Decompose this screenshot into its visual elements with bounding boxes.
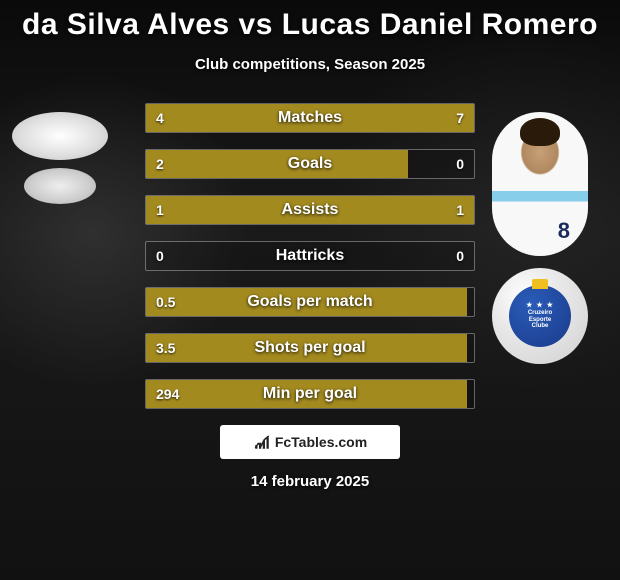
stat-bar-left [146, 150, 408, 178]
stat-value-left: 294 [156, 380, 179, 408]
player-left-avatar [12, 112, 108, 160]
stat-value-left: 3.5 [156, 334, 175, 362]
stat-value-left: 4 [156, 104, 164, 132]
player-left-column [12, 112, 108, 204]
subtitle: Club competitions, Season 2025 [0, 56, 620, 73]
stat-row: 20Goals [145, 149, 475, 179]
content-root: da Silva Alves vs Lucas Daniel Romero Cl… [0, 0, 620, 580]
stat-value-right: 0 [456, 242, 464, 270]
stat-value-right: 1 [456, 196, 464, 224]
club-badge-inner: ★ ★ ★ Cruzeiro Esporte Clube [509, 285, 571, 347]
brand-badge[interactable]: FcTables.com [220, 425, 400, 459]
stat-row: 11Assists [145, 195, 475, 225]
chart-icon [253, 433, 271, 451]
stat-row: 0 0Hattricks [145, 241, 475, 271]
player-right-avatar: 8 [492, 112, 588, 256]
club-text-3: Clube [532, 323, 549, 330]
stat-bar-right [264, 104, 474, 132]
stat-value-right: 0 [456, 150, 464, 178]
stat-row: 0.5Goals per match [145, 287, 475, 317]
brand-text: FcTables.com [275, 434, 367, 450]
stat-label: Hattricks [146, 242, 474, 270]
stat-bar-left [146, 380, 467, 408]
stat-value-left: 0 [156, 242, 164, 270]
stat-bar-right [310, 196, 474, 224]
player-right-jersey-number: 8 [558, 218, 570, 244]
page-title: da Silva Alves vs Lucas Daniel Romero [0, 8, 620, 42]
date-text: 14 february 2025 [0, 473, 620, 490]
stat-bar-left [146, 288, 467, 316]
player-left-club [24, 168, 96, 204]
player-right-column: 8 ★ ★ ★ Cruzeiro Esporte Clube [492, 112, 588, 364]
stat-row: 47Matches [145, 103, 475, 133]
stats-container: 47Matches20Goals11Assists00Hattricks0.5G… [145, 103, 475, 409]
stat-value-left: 1 [156, 196, 164, 224]
club-text-1: Cruzeiro [528, 310, 552, 317]
club-stars-icon: ★ ★ ★ [526, 302, 554, 310]
stat-bar-left [146, 334, 467, 362]
club-text-2: Esporte [529, 317, 551, 324]
stat-value-left: 0.5 [156, 288, 175, 316]
player-right-club-badge: ★ ★ ★ Cruzeiro Esporte Clube [492, 268, 588, 364]
stat-value-left: 2 [156, 150, 164, 178]
stat-row: 294Min per goal [145, 379, 475, 409]
stat-bar-left [146, 196, 310, 224]
stat-value-right: 7 [456, 104, 464, 132]
stat-row: 3.5Shots per goal [145, 333, 475, 363]
